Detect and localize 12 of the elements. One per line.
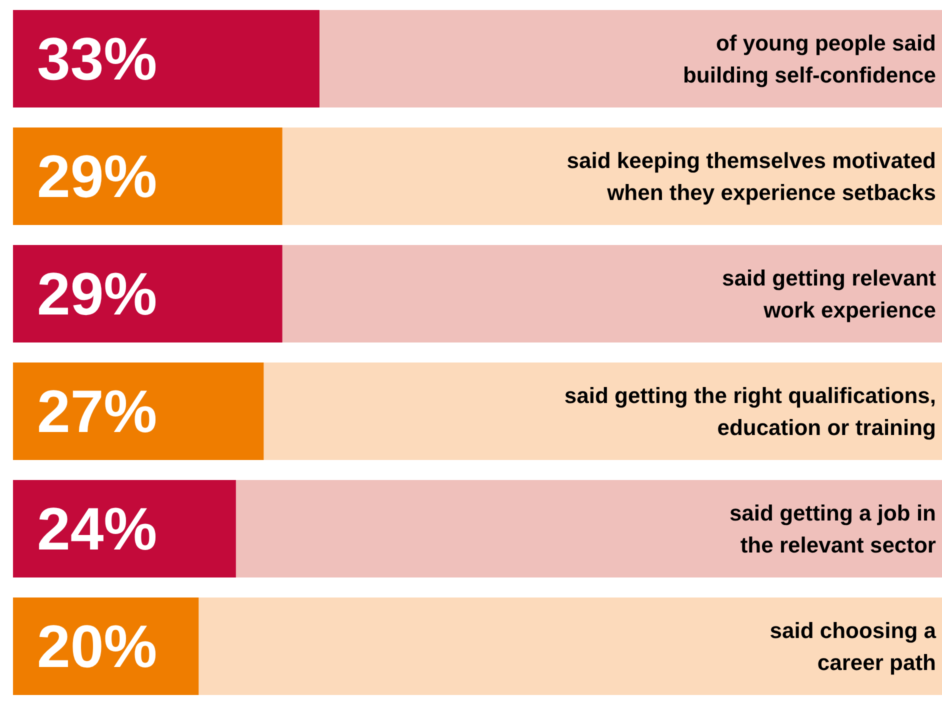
data-label: 27% — [37, 378, 158, 445]
data-label: 33% — [37, 25, 158, 92]
y-tick-label: said getting a job in the relevant sector — [729, 500, 936, 558]
data-label: 24% — [37, 495, 158, 562]
y-tick-label: said getting relevant work experience — [722, 265, 937, 322]
y-tick-label: of young people said building self-confidence — [682, 30, 936, 88]
data-label: 29% — [37, 260, 158, 328]
y-tick-label: said choosing a career path — [770, 618, 937, 675]
data-label: 20% — [37, 612, 158, 680]
y-tick-label: said getting the right qualifications, education or training — [564, 382, 936, 440]
data-label: 29% — [37, 142, 158, 210]
y-tick-label: said keeping themselves motivated when they experience setbacks — [566, 148, 936, 205]
